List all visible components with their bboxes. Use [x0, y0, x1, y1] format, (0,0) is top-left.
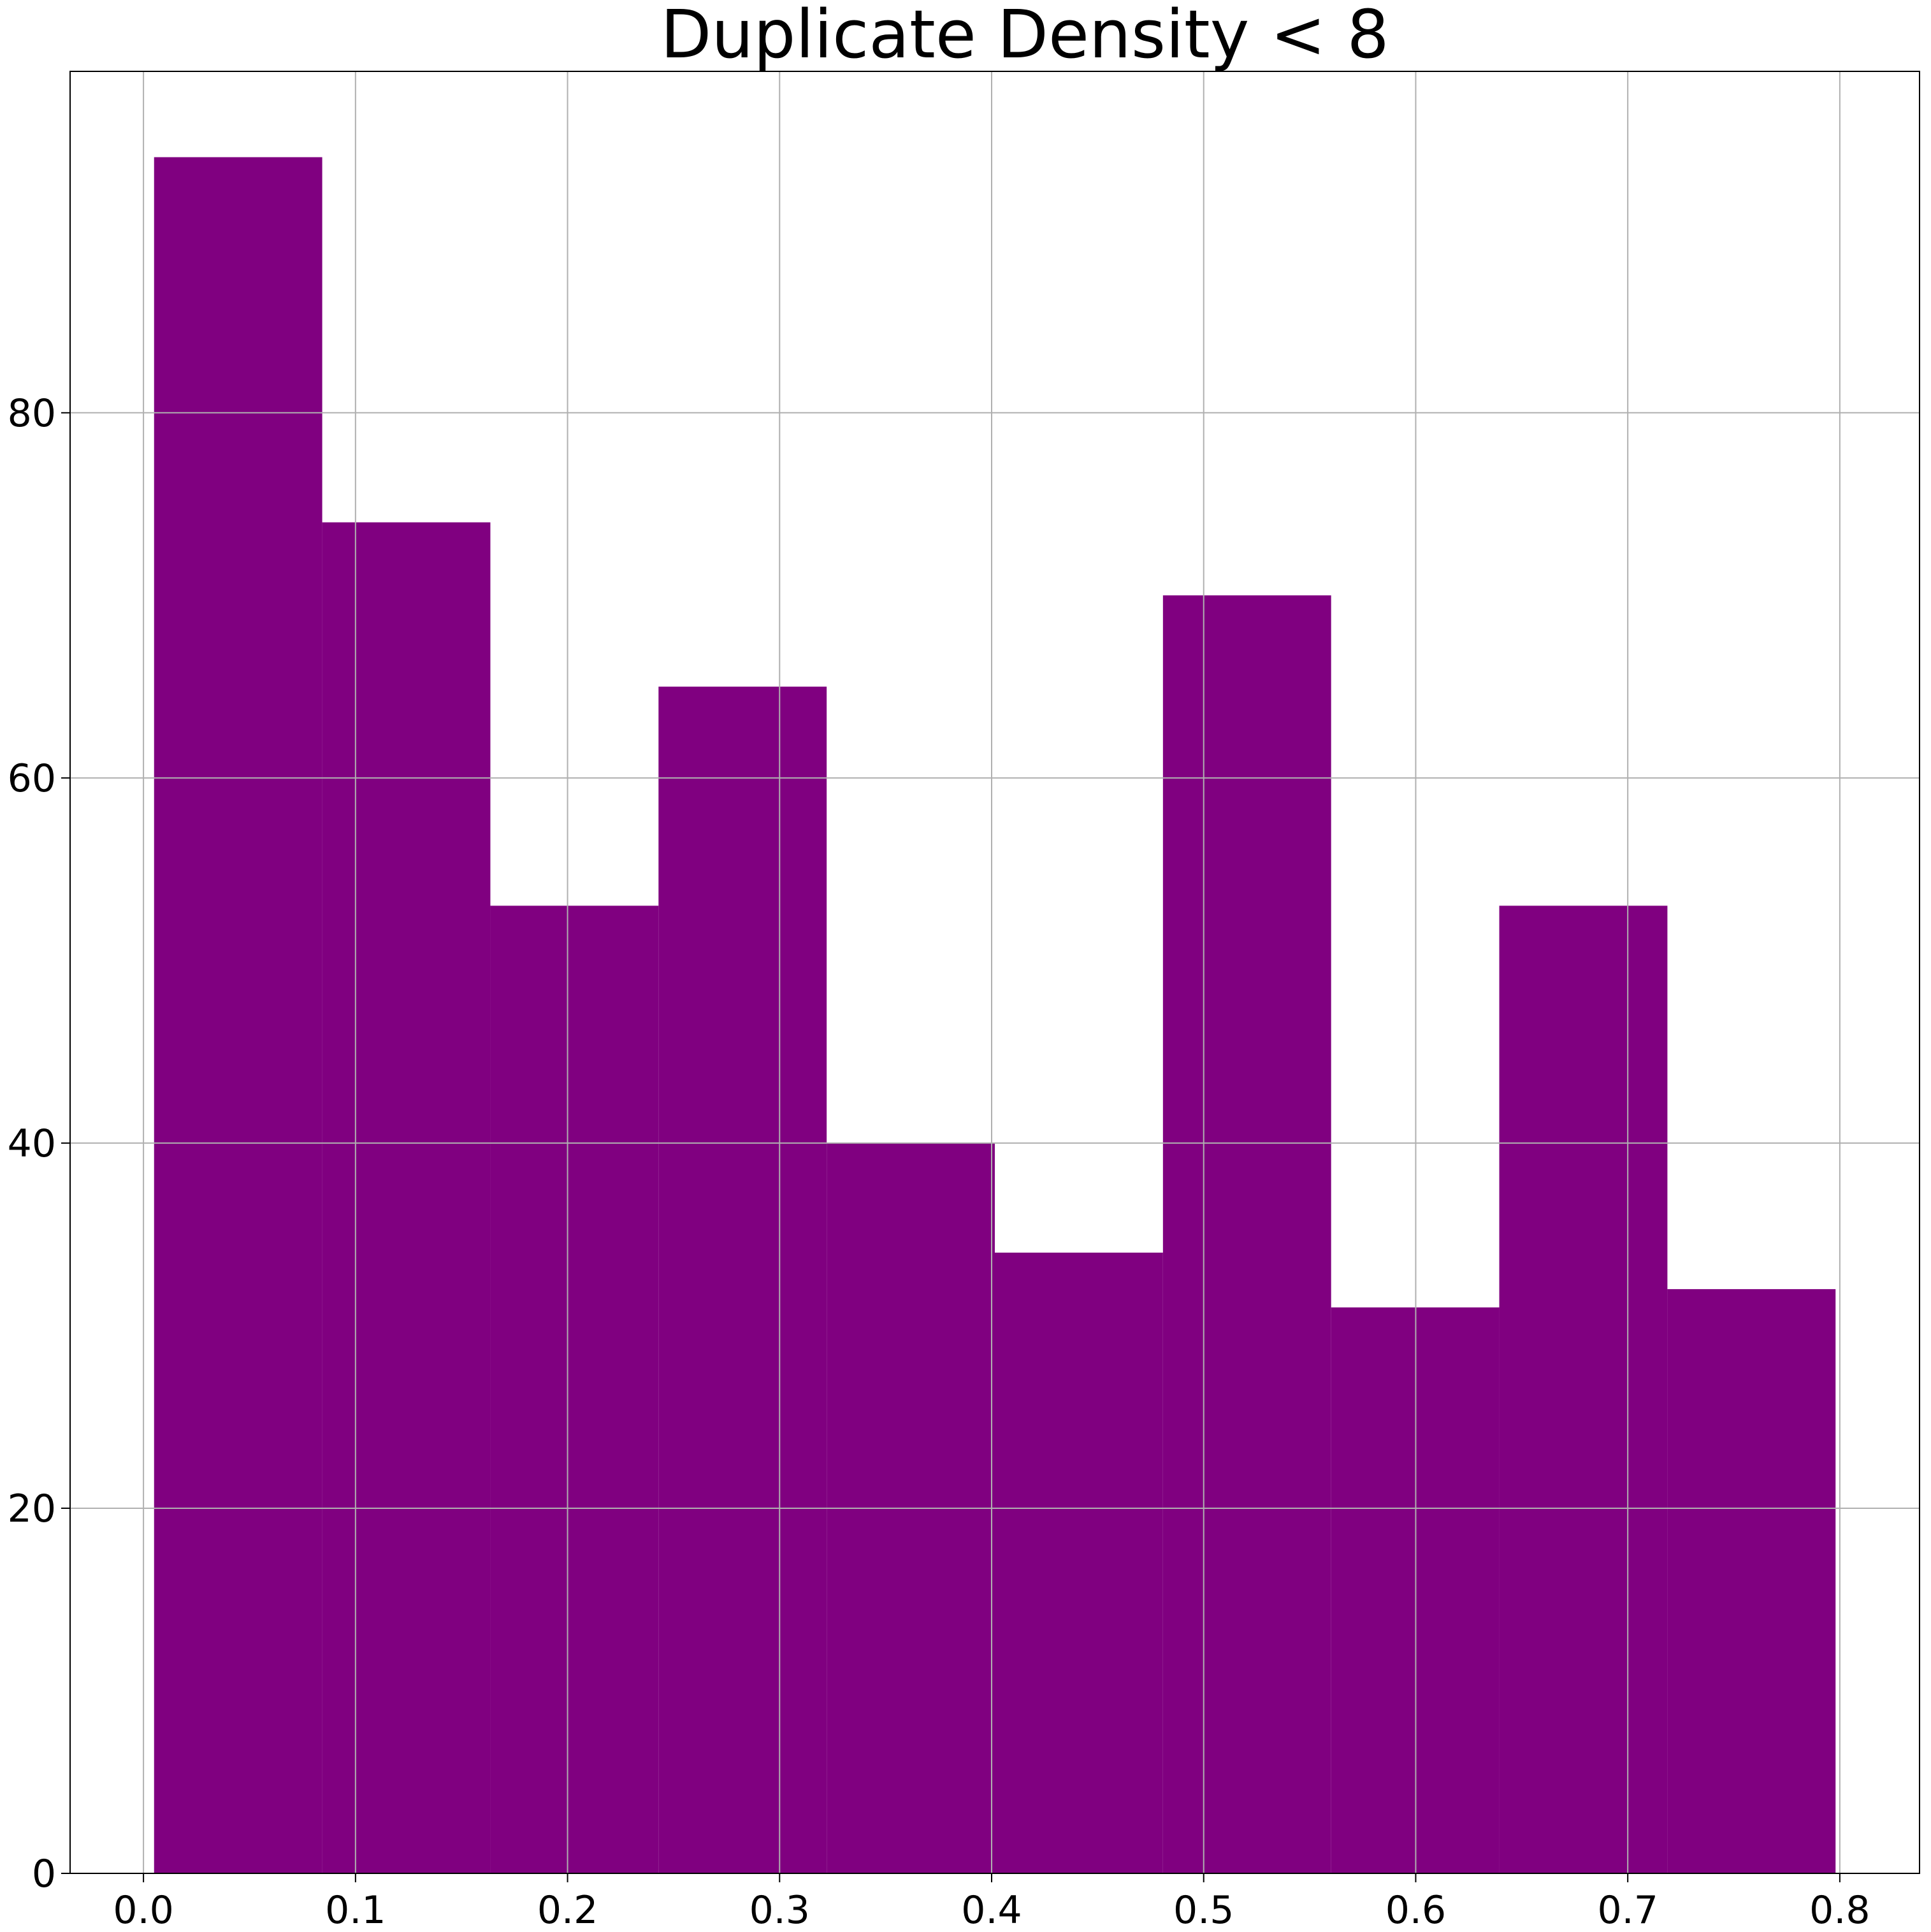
histogram-bar-10	[1667, 1289, 1836, 1873]
chart-title: Duplicate Density < 8	[660, 0, 1389, 73]
x-tick-label-2: 0.2	[537, 1888, 598, 1932]
x-tick-label-1: 0.1	[325, 1888, 386, 1932]
x-tick-label-4: 0.4	[961, 1888, 1022, 1932]
histogram-bar-1	[154, 157, 322, 1873]
histogram-bars	[154, 157, 1836, 1874]
x-tick-label-3: 0.3	[749, 1888, 810, 1932]
histogram-bar-2	[322, 522, 491, 1873]
x-axis: 0.0 0.1 0.2 0.3 0.4 0.5 0.6 0.7 0.8	[113, 1873, 1870, 1932]
y-tick-label-2: 40	[8, 1121, 56, 1166]
x-tick-label-6: 0.6	[1385, 1888, 1446, 1932]
histogram-bar-4	[658, 686, 827, 1873]
y-tick-label-0: 0	[32, 1852, 56, 1896]
y-tick-label-1: 20	[8, 1487, 56, 1531]
grid-lines	[70, 71, 1920, 1874]
histogram-bar-3	[490, 905, 659, 1873]
y-tick-label-3: 60	[8, 756, 56, 801]
x-tick-label-7: 0.7	[1597, 1888, 1658, 1932]
x-tick-label-0: 0.0	[113, 1888, 173, 1932]
x-tick-label-8: 0.8	[1809, 1888, 1870, 1932]
y-axis: 0 20 40 60 80	[8, 391, 70, 1896]
x-tick-label-5: 0.5	[1173, 1888, 1234, 1932]
histogram-bar-7	[1162, 595, 1331, 1874]
histogram-bar-6	[995, 1252, 1163, 1873]
plot-frame	[69, 71, 1920, 1874]
y-tick-label-4: 80	[8, 391, 56, 436]
histogram-bar-9	[1499, 905, 1668, 1873]
